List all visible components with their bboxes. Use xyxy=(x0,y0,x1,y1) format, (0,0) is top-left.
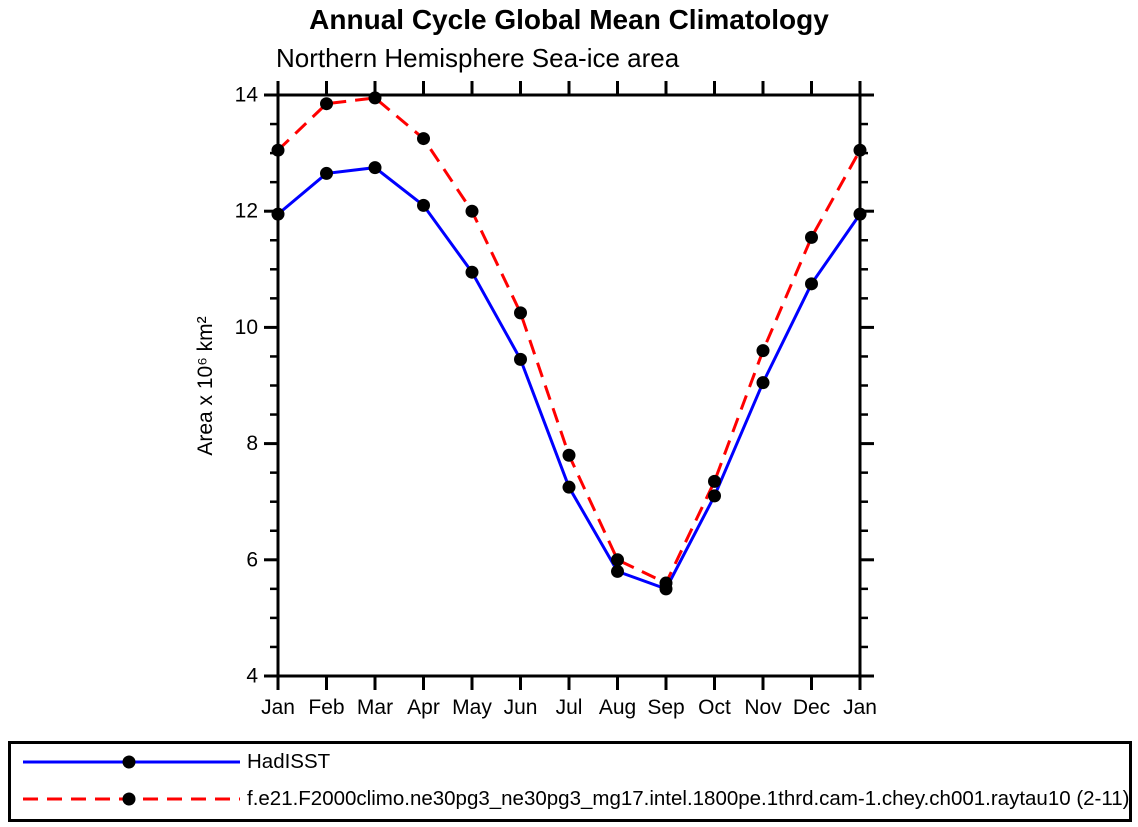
plot-area: 4 6 8 10 12 14 Jan Feb Mar Apr May Jun Jul Aug Sep Oct N… xyxy=(235,81,877,719)
data-point-marker xyxy=(368,161,382,175)
data-point-marker xyxy=(708,474,721,488)
y-tick-label: 14 xyxy=(235,84,259,107)
x-tick-label: Jan xyxy=(843,696,877,719)
data-point-marker xyxy=(853,143,867,157)
legend-sample-marker xyxy=(122,755,136,769)
x-tick-label: Mar xyxy=(357,696,393,719)
x-tick-label: Feb xyxy=(308,696,344,719)
data-point-marker xyxy=(320,166,333,180)
x-tick-label: Jun xyxy=(504,696,538,719)
legend-sample-marker xyxy=(122,792,136,806)
data-point-marker xyxy=(271,207,285,221)
y-tick-label: 10 xyxy=(235,316,258,339)
y-tick-label: 6 xyxy=(246,548,258,571)
chart-subtitle: Northern Hemisphere Sea-ice area xyxy=(276,43,680,73)
data-point-marker xyxy=(562,448,576,462)
legend-item-model-run: f.e21.F2000climo.ne30pg3_ne30pg3_mg17.in… xyxy=(23,785,1129,813)
data-point-marker xyxy=(320,97,333,111)
x-tick-label: May xyxy=(452,696,492,719)
series-line-1 xyxy=(276,96,862,586)
data-point-marker xyxy=(805,230,818,244)
data-point-marker xyxy=(659,576,673,590)
x-tick-label: Sep xyxy=(647,696,684,719)
legend-item-hadisst: HadISST xyxy=(23,748,330,776)
data-point-marker xyxy=(756,344,770,358)
data-point-marker xyxy=(465,204,479,218)
legend-box: HadISST f.e21.F2000climo.ne30pg3_ne30pg3… xyxy=(8,741,1132,822)
data-point-marker xyxy=(853,207,867,221)
y-tick-label: 4 xyxy=(246,665,258,688)
y-tick-label: 12 xyxy=(235,200,258,223)
data-point-marker xyxy=(368,91,382,105)
data-point-marker xyxy=(417,132,430,146)
legend-line-sample-hadisst xyxy=(23,755,240,769)
x-tick-label: Jan xyxy=(261,696,295,719)
data-point-marker xyxy=(271,143,285,157)
x-tick-label: Dec xyxy=(793,696,830,719)
chart-title: Annual Cycle Global Mean Climatology xyxy=(309,4,829,35)
legend-label-hadisst: HadISST xyxy=(247,750,331,773)
data-point-marker xyxy=(465,265,479,279)
data-point-marker xyxy=(611,564,624,578)
data-point-marker xyxy=(562,480,576,494)
data-point-marker xyxy=(708,489,721,503)
data-point-marker xyxy=(514,352,527,366)
x-tick-label: Apr xyxy=(407,696,440,719)
series-line-0 xyxy=(277,166,862,591)
data-point-marker xyxy=(514,306,527,320)
data-point-marker xyxy=(756,376,770,390)
data-point-marker xyxy=(805,277,818,291)
legend-label-model-run: f.e21.F2000climo.ne30pg3_ne30pg3_mg17.in… xyxy=(247,787,1130,810)
legend-line-sample-model-run xyxy=(23,792,240,806)
x-tick-label: Nov xyxy=(744,696,782,719)
y-tick-label: 8 xyxy=(246,432,258,455)
x-tick-label: Aug xyxy=(599,696,636,719)
x-tick-label: Oct xyxy=(698,696,731,719)
axis-box xyxy=(276,93,862,678)
data-point-marker xyxy=(611,553,624,567)
data-point-marker xyxy=(417,198,430,212)
x-tick-label: Jul xyxy=(556,696,583,719)
